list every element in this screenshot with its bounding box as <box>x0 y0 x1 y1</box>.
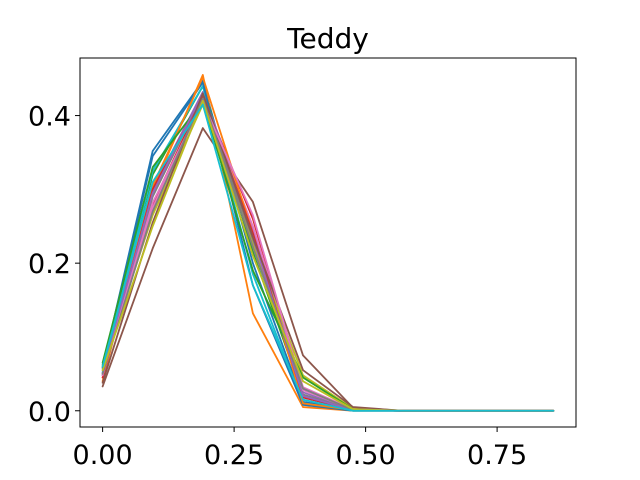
x-tick-label: 0.00 <box>73 440 133 471</box>
x-tick-label: 0.50 <box>336 440 396 471</box>
chart-title: Teddy <box>286 22 369 55</box>
y-tick-label: 0.0 <box>28 397 71 428</box>
x-tick-label: 0.75 <box>467 440 527 471</box>
axes-frame <box>79 57 577 428</box>
x-tick-label: 0.25 <box>204 440 264 471</box>
series-line-3 <box>101 85 555 412</box>
series-line-11 <box>101 81 555 412</box>
series-line-20 <box>101 103 555 412</box>
x-axis: 0.00 0.25 0.50 0.75 <box>73 427 527 471</box>
series-line-10 <box>101 85 555 412</box>
y-tick-label: 0.4 <box>28 102 71 133</box>
y-tick-label: 0.2 <box>28 249 71 280</box>
series-layer <box>101 74 555 412</box>
y-axis: 0.0 0.2 0.4 <box>28 102 80 428</box>
